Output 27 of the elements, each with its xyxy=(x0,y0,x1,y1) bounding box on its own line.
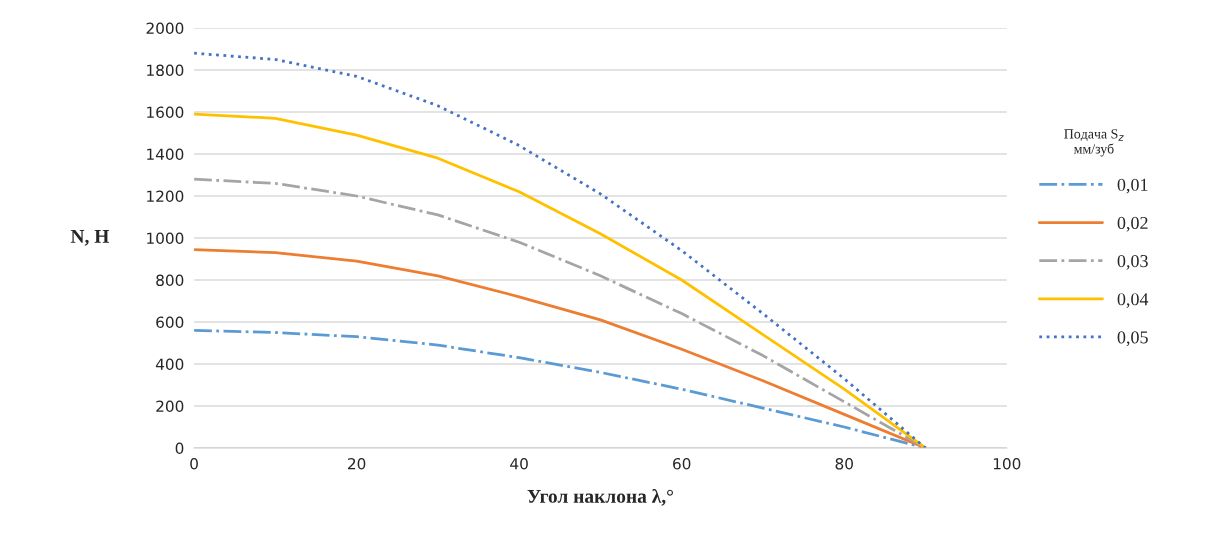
legend-label: 0,01 xyxy=(1117,178,1148,194)
x-tick-label: 60 xyxy=(673,457,691,470)
y-tick-label: 2000 xyxy=(146,22,184,35)
legend-title: Подача S$_{z}$ мм/зуб xyxy=(1064,129,1124,157)
y-tick-label: 800 xyxy=(156,274,184,287)
y-tick-label: 1200 xyxy=(147,190,184,203)
x-tick-label: 100 xyxy=(993,457,1021,470)
x-tick-label: 20 xyxy=(348,457,366,470)
legend-label: 0,02 xyxy=(1117,216,1148,232)
x-tick-label: 40 xyxy=(510,457,528,470)
y-tick-label: 600 xyxy=(156,316,184,329)
y-tick-label: 400 xyxy=(155,358,184,371)
line-series xyxy=(194,51,927,448)
y-tick-label: 200 xyxy=(156,400,184,413)
x-tick-label: 80 xyxy=(835,457,853,470)
y-tick-label: 1000 xyxy=(147,232,184,245)
legend-label: 0,04 xyxy=(1117,293,1149,308)
x-tick-label: 0 xyxy=(190,457,198,470)
legend-label: 0,05 xyxy=(1117,331,1148,347)
y-tick-label: 1800 xyxy=(147,64,184,77)
y-axis-title: N, Н xyxy=(70,229,110,246)
y-tick-label: 1400 xyxy=(147,148,184,161)
legend-label: 0,03 xyxy=(1117,254,1148,270)
y-tick-label: 0 xyxy=(175,442,184,455)
x-axis-title: Угол наклона λ,° xyxy=(527,488,673,506)
y-tick-label: 1600 xyxy=(147,106,184,119)
line-series xyxy=(194,112,927,448)
